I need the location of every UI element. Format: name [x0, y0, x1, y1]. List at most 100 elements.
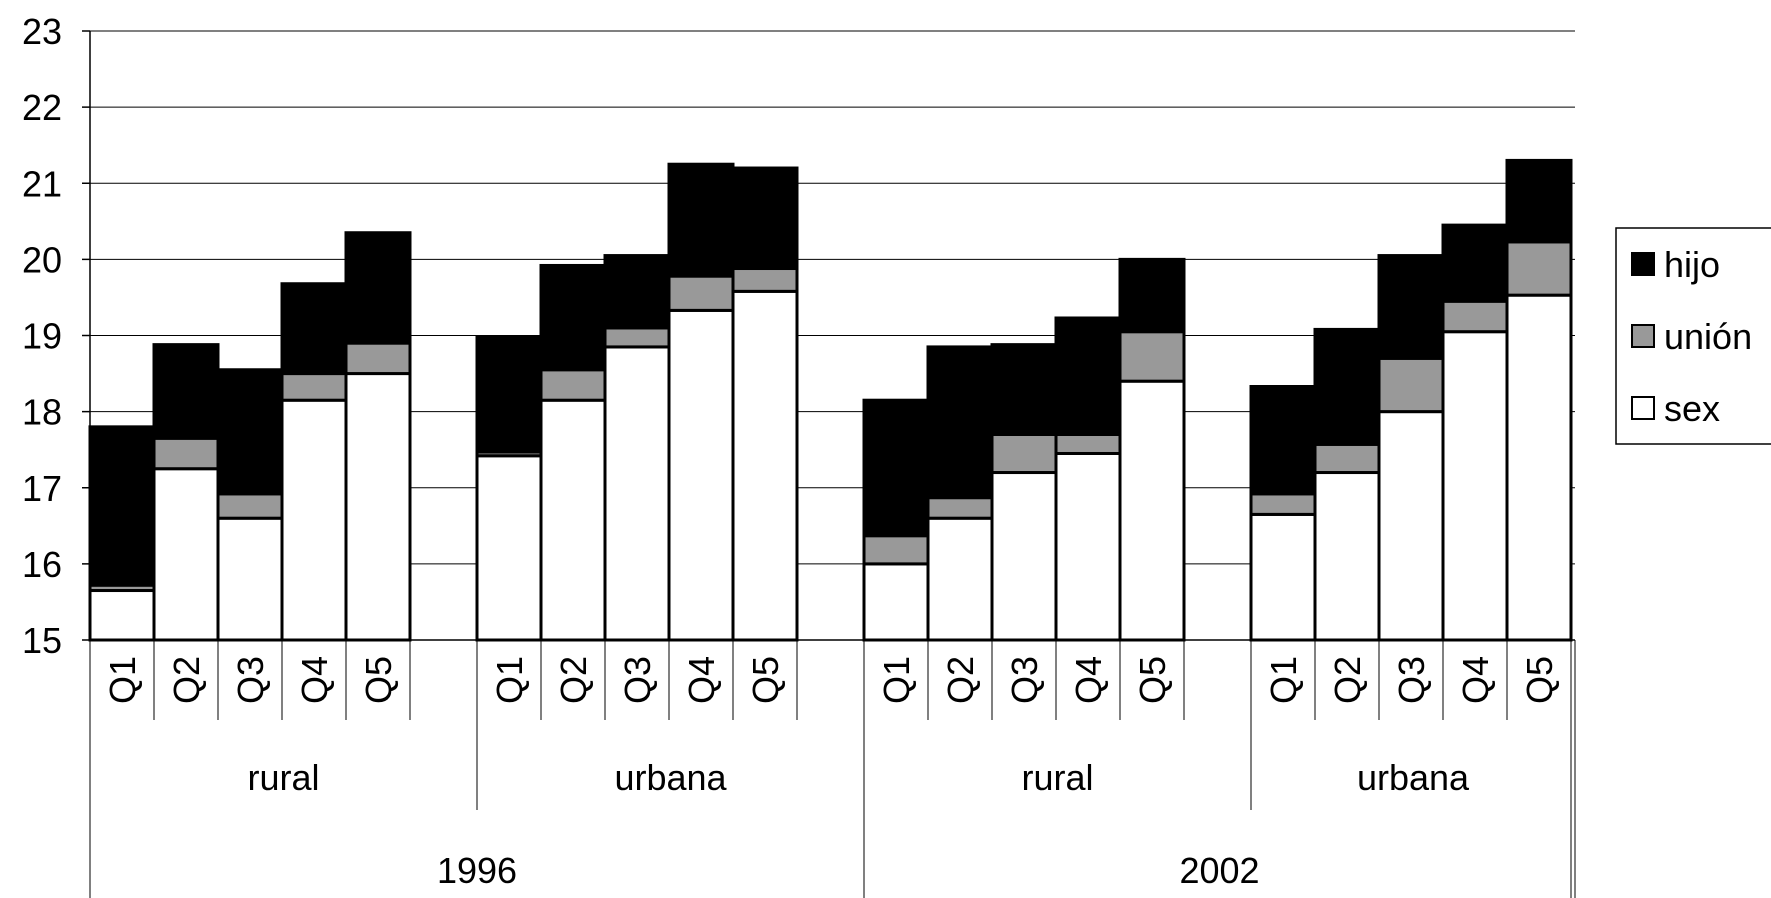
bar-unión-2: [152, 436, 220, 471]
bar-unión-17: [1313, 442, 1381, 475]
bar-unión-4: [280, 372, 348, 402]
legend-label-unión: unión: [1664, 316, 1752, 357]
y-tick-label: 18: [22, 392, 62, 433]
x-tick-label: Q1: [489, 656, 530, 704]
bar-hijo-4: [280, 282, 348, 376]
legend: hijo unión sex: [1615, 227, 1771, 445]
bar-unión-14: [1054, 432, 1122, 455]
bar-unión-19: [1441, 299, 1509, 334]
y-axis: 15 16 17 18 19 20 21 22 23: [22, 11, 91, 661]
x-tick-label: Q5: [1132, 656, 1173, 704]
legend-swatch-hijo: [1631, 252, 1655, 276]
bar-sex-5: [344, 372, 412, 642]
bar-sex-9: [667, 308, 735, 642]
bar-unión-10: [731, 267, 799, 293]
bar-hijo-17: [1313, 327, 1381, 446]
bar-sex-2: [152, 467, 220, 642]
bar-hijo-11: [862, 398, 930, 538]
bar-unión-8: [603, 326, 671, 349]
x-tick-label: Q2: [166, 656, 207, 704]
x-tick-label: Q2: [553, 656, 594, 704]
x-tick-label: Q4: [294, 656, 335, 704]
x-tick-label: Q1: [876, 656, 917, 704]
bar-sex-4: [280, 398, 348, 642]
bar-hijo-10: [731, 166, 799, 271]
bar-sex-20: [1505, 293, 1573, 642]
bar-unión-11: [862, 534, 930, 566]
bar-sex-19: [1441, 330, 1509, 642]
bar-hijo-20: [1505, 158, 1573, 244]
x-tick-label: Q3: [1004, 656, 1045, 704]
x-tick-label: Q5: [1519, 656, 1560, 704]
area-label: rural: [1021, 757, 1093, 798]
bar-unión-15: [1118, 330, 1186, 383]
legend-label-sex: sex: [1664, 388, 1720, 429]
bar-hijo-15: [1118, 257, 1186, 334]
bar-unión-18: [1377, 356, 1445, 414]
bar-unión-5: [344, 341, 412, 376]
area-label: urbana: [614, 757, 727, 798]
bar-sex-1: [88, 589, 156, 642]
y-tick-label: 17: [22, 468, 62, 509]
bar-sex-18: [1377, 410, 1445, 642]
y-tick-label: 22: [22, 87, 62, 128]
bar-sex-16: [1249, 512, 1317, 642]
bar-hijo-14: [1054, 316, 1122, 436]
bar-unión-12: [926, 496, 994, 520]
y-tick-label: 23: [22, 11, 62, 52]
area-label: urbana: [1357, 757, 1470, 798]
bar-unión-20: [1505, 240, 1573, 297]
y-tick-label: 15: [22, 620, 62, 661]
bar-hijo-5: [344, 231, 412, 345]
bar-hijo-1: [88, 425, 156, 587]
bar-hijo-3: [216, 368, 284, 496]
x-tick-label: Q3: [1391, 656, 1432, 704]
x-tick-label: Q4: [1068, 656, 1109, 704]
bar-hijo-13: [990, 343, 1058, 436]
x-tick-label: Q4: [1455, 656, 1496, 704]
bar-sex-7: [539, 398, 607, 642]
bar-hijo-19: [1441, 223, 1509, 303]
y-tick-label: 19: [22, 316, 62, 357]
bar-hijo-2: [152, 343, 220, 440]
x-tick-label: Q4: [681, 656, 722, 704]
bar-sex-3: [216, 516, 284, 642]
x-tick-label: Q2: [940, 656, 981, 704]
year-label: 1996: [437, 850, 517, 891]
bar-sex-17: [1313, 471, 1381, 642]
bar-hijo-9: [667, 162, 735, 278]
bar-unión-7: [539, 368, 607, 402]
bar-sex-8: [603, 345, 671, 642]
y-tick-label: 20: [22, 239, 62, 280]
legend-label-hijo: hijo: [1664, 244, 1720, 285]
x-tick-label: Q2: [1327, 656, 1368, 704]
year-label: 2002: [1179, 850, 1259, 891]
bar-sex-11: [862, 562, 930, 642]
bars: [88, 158, 1573, 642]
bar-hijo-16: [1249, 385, 1317, 496]
x-tick-label: Q1: [102, 656, 143, 704]
bar-hijo-18: [1377, 254, 1445, 360]
bar-hijo-7: [539, 263, 607, 372]
area-label: rural: [247, 757, 319, 798]
bar-hijo-12: [926, 345, 994, 500]
bar-sex-14: [1054, 451, 1122, 642]
y-tick-label: 16: [22, 544, 62, 585]
bar-unión-13: [990, 432, 1058, 475]
x-tick-label: Q5: [358, 656, 399, 704]
bar-unión-16: [1249, 492, 1317, 516]
y-tick-label: 21: [22, 163, 62, 204]
bar-sex-13: [990, 471, 1058, 642]
x-tick-label: Q1: [1263, 656, 1304, 704]
bar-sex-12: [926, 516, 994, 642]
x-axis: Q1 Q2 Q3 Q4 Q5 Q1 Q2 Q3 Q4 Q5 Q1 Q2 Q3 Q4 Q5 Q1 Q2 Q3 Q4 Q5…: [89, 639, 1576, 898]
x-tick-label: Q3: [230, 656, 271, 704]
bar-hijo-6: [475, 335, 543, 454]
bar-unión-3: [216, 492, 284, 520]
bar-sex-10: [731, 289, 799, 642]
bar-sex-15: [1118, 379, 1186, 642]
bar-unión-9: [667, 274, 735, 312]
legend-swatch-unión: [1631, 324, 1655, 348]
x-tick-label: Q5: [745, 656, 786, 704]
